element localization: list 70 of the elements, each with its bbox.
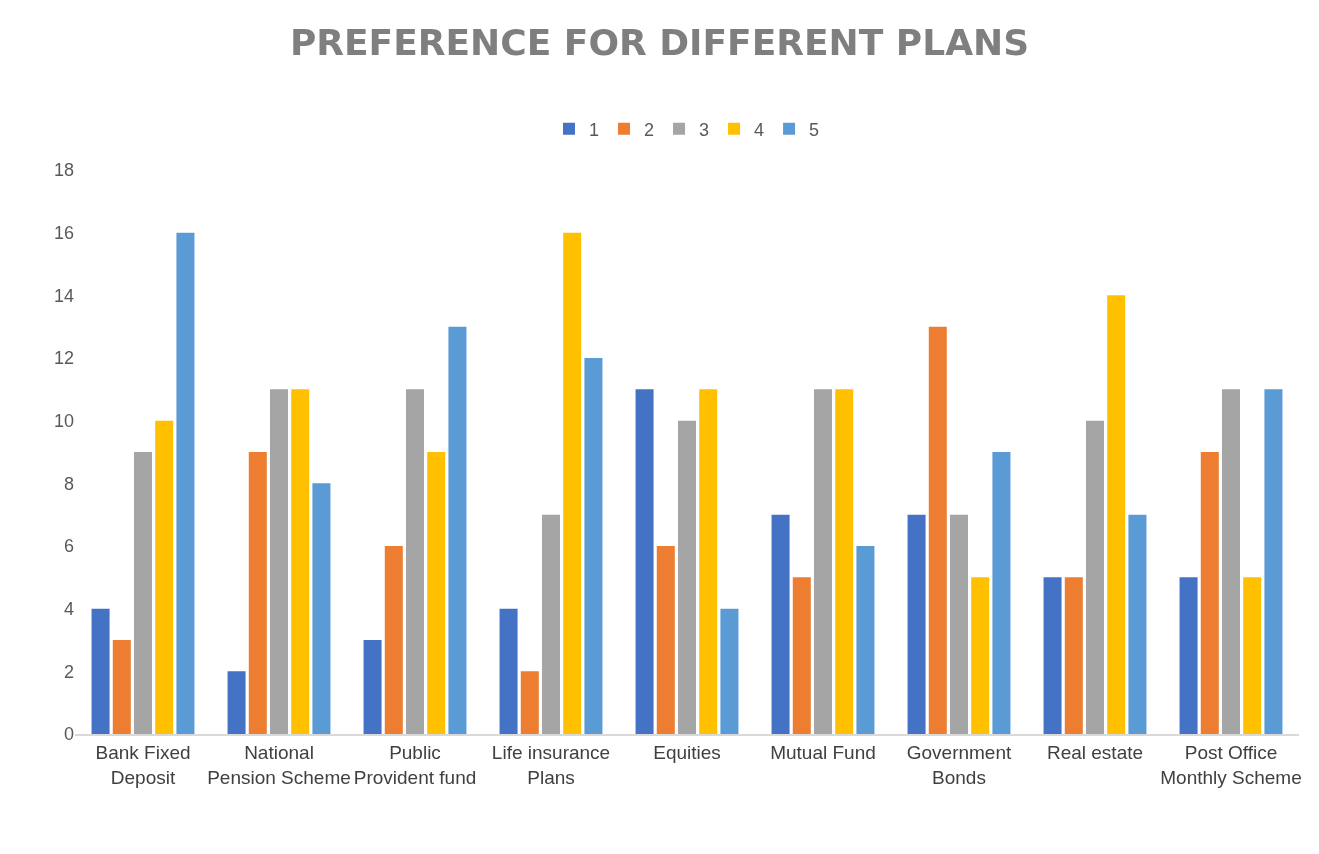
x-tick-label: Public Provident fund: [353, 741, 477, 788]
bar: [677, 420, 697, 734]
bar: [312, 483, 331, 734]
y-tick-label: 18: [53, 160, 74, 181]
legend-label: 2: [644, 119, 655, 140]
x-tick-label: Government Bonds: [906, 741, 1012, 788]
bar: [1179, 577, 1198, 734]
y-tick-label: 16: [53, 222, 74, 243]
bar: [1085, 420, 1105, 734]
bar: [1264, 389, 1283, 734]
bar: [1200, 452, 1219, 734]
bar: [133, 452, 153, 734]
bar: [448, 326, 467, 734]
chart-title: PREFERENCE FOR DIFFERENT PLANS: [289, 22, 1030, 64]
bar: [992, 452, 1011, 734]
bar: [1107, 295, 1126, 734]
bar: [563, 232, 582, 734]
bar: [269, 389, 289, 734]
bar: [971, 577, 990, 734]
y-tick-label: 4: [63, 598, 74, 619]
bar: [1243, 577, 1262, 734]
bar: [792, 577, 811, 734]
bar: [835, 389, 854, 734]
bar: [405, 389, 425, 734]
x-tick-label: Post Office Monthly Scheme: [1160, 741, 1302, 788]
legend-label: 3: [699, 119, 710, 140]
y-tick-label: 2: [63, 661, 74, 682]
bar: [91, 608, 110, 734]
bar: [584, 358, 603, 734]
bar: [656, 546, 675, 734]
bar: [155, 420, 174, 734]
x-tick-label: Life insurance Plans: [491, 741, 611, 788]
y-tick-label: 12: [53, 348, 74, 369]
bar: [176, 232, 195, 734]
x-tick-label: National Pension Scheme: [207, 741, 351, 788]
legend-label: 5: [809, 119, 820, 140]
bar: [1043, 577, 1062, 734]
y-tick-label: 0: [63, 724, 74, 745]
bar: [771, 514, 790, 734]
x-tick-label: Bank Fixed Deposit: [95, 741, 191, 788]
bar: [699, 389, 718, 734]
bar: [907, 514, 926, 734]
bar: [520, 671, 539, 734]
bar: [363, 640, 382, 734]
bar: [541, 514, 561, 734]
bar: [1221, 389, 1241, 734]
y-tick-label: 6: [63, 536, 74, 557]
legend-label: 1: [589, 119, 600, 140]
bar: [1128, 514, 1147, 734]
bar: [635, 389, 654, 734]
y-tick-label: 10: [53, 410, 74, 431]
bar: [949, 514, 969, 734]
bar: [1064, 577, 1083, 734]
x-tick-label: Mutual Fund: [770, 741, 876, 763]
bar: [112, 640, 131, 734]
bar: [813, 389, 833, 734]
x-tick-label: Equities: [653, 741, 721, 763]
bar: [248, 452, 267, 734]
bar: [427, 452, 446, 734]
bar: [928, 326, 947, 734]
legend-label: 4: [754, 119, 765, 140]
y-tick-label: 8: [63, 473, 74, 494]
x-tick-label: Real estate: [1046, 741, 1144, 763]
bar: [384, 546, 403, 734]
y-tick-label: 14: [53, 285, 74, 306]
bar: [499, 608, 518, 734]
bar: [291, 389, 310, 734]
bar: [856, 546, 875, 734]
bar: [720, 608, 739, 734]
bar: [227, 671, 246, 734]
